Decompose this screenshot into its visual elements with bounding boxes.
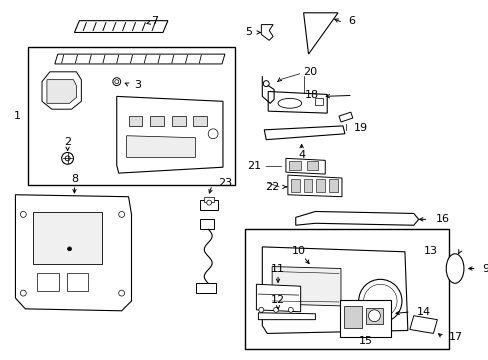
Text: 12: 12: [270, 295, 285, 305]
Bar: [66, 274, 88, 291]
Polygon shape: [409, 316, 436, 333]
Polygon shape: [288, 161, 300, 170]
Circle shape: [113, 78, 121, 86]
Bar: [339, 300, 390, 337]
Polygon shape: [261, 24, 273, 40]
Text: 14: 14: [416, 307, 430, 317]
Text: 21: 21: [247, 161, 261, 171]
Bar: [37, 274, 59, 291]
Circle shape: [20, 211, 26, 217]
Circle shape: [258, 307, 263, 312]
Polygon shape: [328, 179, 337, 192]
Circle shape: [67, 247, 71, 251]
Polygon shape: [262, 247, 407, 333]
Polygon shape: [290, 179, 299, 192]
Circle shape: [363, 284, 396, 318]
Polygon shape: [256, 284, 300, 312]
Text: 4: 4: [298, 150, 305, 161]
Text: 1: 1: [13, 111, 20, 121]
Text: 23: 23: [218, 178, 232, 188]
Polygon shape: [285, 158, 325, 174]
Bar: [200, 200, 218, 210]
Bar: [315, 98, 323, 105]
Text: 9: 9: [482, 264, 488, 274]
Circle shape: [20, 290, 26, 296]
Polygon shape: [306, 161, 318, 170]
Polygon shape: [126, 136, 195, 157]
Polygon shape: [16, 195, 131, 311]
Circle shape: [115, 80, 119, 84]
Polygon shape: [47, 80, 76, 103]
Text: 8: 8: [71, 174, 78, 184]
Ellipse shape: [278, 98, 301, 108]
Text: 11: 11: [270, 265, 285, 274]
Polygon shape: [117, 96, 223, 173]
Polygon shape: [343, 306, 361, 328]
Polygon shape: [258, 313, 315, 320]
Circle shape: [273, 307, 278, 312]
Polygon shape: [303, 179, 312, 192]
Circle shape: [263, 81, 268, 86]
Circle shape: [65, 156, 70, 161]
Text: 20: 20: [303, 67, 317, 77]
Polygon shape: [272, 266, 340, 306]
Polygon shape: [42, 72, 81, 109]
Text: 17: 17: [448, 332, 462, 342]
Text: 19: 19: [353, 123, 367, 133]
Polygon shape: [267, 91, 326, 113]
Circle shape: [61, 153, 73, 164]
Text: 7: 7: [151, 16, 158, 26]
Polygon shape: [365, 308, 383, 324]
Polygon shape: [128, 116, 142, 126]
Polygon shape: [303, 13, 337, 54]
Circle shape: [119, 290, 124, 296]
Circle shape: [368, 310, 380, 321]
Bar: [204, 197, 214, 202]
Circle shape: [208, 129, 218, 139]
Bar: [196, 283, 216, 293]
Bar: [244, 229, 448, 349]
Text: 3: 3: [134, 80, 141, 90]
Text: 10: 10: [291, 246, 305, 256]
Polygon shape: [316, 179, 325, 192]
Text: 13: 13: [423, 246, 436, 256]
Polygon shape: [74, 21, 167, 32]
Polygon shape: [150, 116, 163, 126]
Text: 2: 2: [64, 137, 71, 147]
Ellipse shape: [446, 254, 463, 283]
Circle shape: [288, 307, 293, 312]
Bar: [33, 212, 102, 264]
Text: 5: 5: [245, 27, 252, 37]
Bar: [200, 219, 214, 229]
Circle shape: [358, 279, 401, 323]
Circle shape: [206, 200, 211, 205]
Text: 18: 18: [304, 90, 318, 100]
Polygon shape: [338, 112, 352, 122]
Circle shape: [119, 211, 124, 217]
Text: 15: 15: [358, 336, 372, 346]
Text: 6: 6: [347, 16, 354, 26]
Polygon shape: [171, 116, 185, 126]
Polygon shape: [193, 116, 207, 126]
Polygon shape: [55, 54, 224, 64]
Text: 16: 16: [434, 214, 448, 224]
Bar: [28, 47, 234, 185]
Polygon shape: [287, 175, 341, 197]
Polygon shape: [264, 126, 344, 140]
Text: 22: 22: [264, 182, 279, 192]
Polygon shape: [295, 211, 418, 225]
